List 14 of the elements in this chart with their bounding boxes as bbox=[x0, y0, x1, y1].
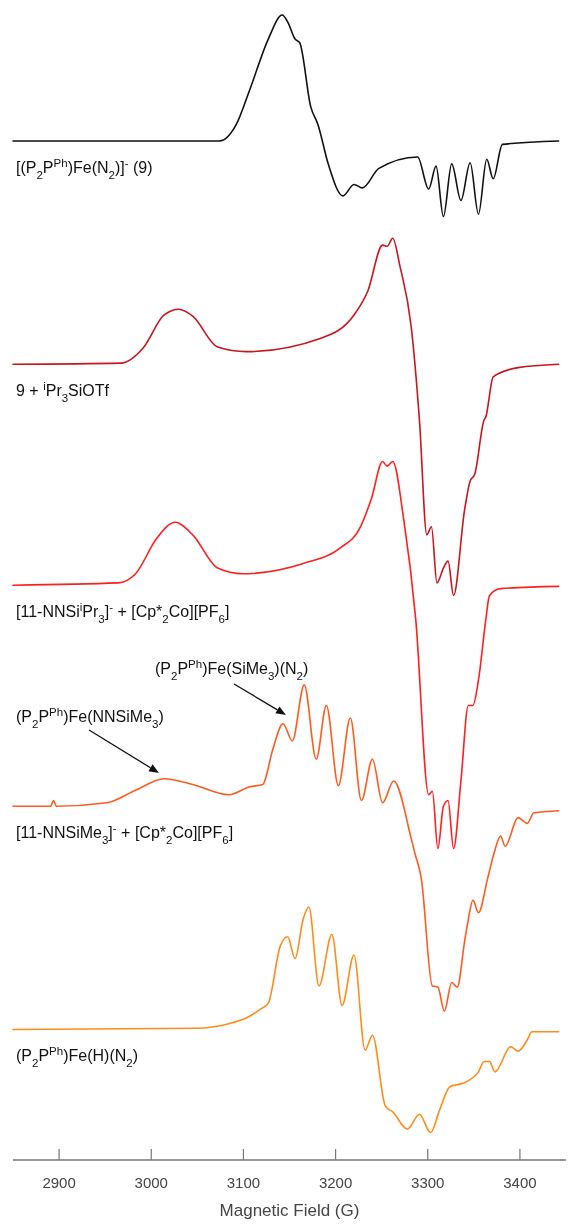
annotation: (P$_{2}$P$^{Ph}$)Fe(NNSiMe$_{3}$) bbox=[16, 706, 164, 730]
x-tick-label: 3400 bbox=[503, 1174, 537, 1191]
series-label: 9 + $^{i}$Pr$_{3}$SiOTf bbox=[16, 380, 110, 405]
text: [11-NNSiMe$_{3}$]$^{-}$ + [Cp*$_{2}$Co][PF$_{6}$] bbox=[16, 822, 234, 847]
x-tick-label: 3200 bbox=[318, 1174, 353, 1191]
series-label: (P$_{2}$P$^{Ph}$)Fe(H)(N$_{2}$) bbox=[16, 1045, 138, 1070]
x-tick-label: 2900 bbox=[42, 1174, 76, 1191]
text: (P$_{2}$P$^{Ph}$)Fe(SiMe$_{3}$)(N$_{2}$) bbox=[155, 658, 309, 682]
x-tick-label: 3300 bbox=[411, 1174, 445, 1191]
x-axis-title: Magnetic Field (G) bbox=[219, 1201, 360, 1220]
x-tick-label: 3100 bbox=[226, 1174, 261, 1191]
x-tick-label: 3000 bbox=[134, 1174, 168, 1191]
text: [(P$_{2}$P$^{Ph}$)Fe(N$_{2}$)]$^{-}$ (9) bbox=[16, 156, 153, 181]
text: [11-NNSi$^{i}$Pr$_{3}$]$^{-}$ + [Cp*$_{2}$Co][PF$_{6}$] bbox=[16, 601, 230, 626]
